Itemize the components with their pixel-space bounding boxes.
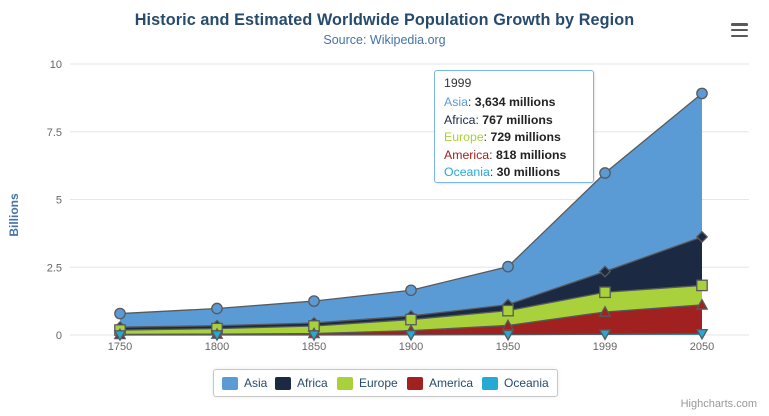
svg-text:0: 0 xyxy=(56,330,62,342)
svg-text:7.5: 7.5 xyxy=(47,127,62,139)
svg-text:1850: 1850 xyxy=(302,341,326,353)
svg-text:1950: 1950 xyxy=(496,341,520,353)
svg-text:Billions: Billions xyxy=(7,193,21,237)
svg-text:5: 5 xyxy=(56,195,62,207)
svg-text:2050: 2050 xyxy=(690,341,714,353)
svg-text:1999: 1999 xyxy=(593,341,617,353)
svg-text:1800: 1800 xyxy=(205,341,229,353)
svg-text:1900: 1900 xyxy=(399,341,423,353)
svg-text:1750: 1750 xyxy=(108,341,132,353)
svg-text:2.5: 2.5 xyxy=(47,262,62,274)
svg-text:10: 10 xyxy=(50,59,62,71)
